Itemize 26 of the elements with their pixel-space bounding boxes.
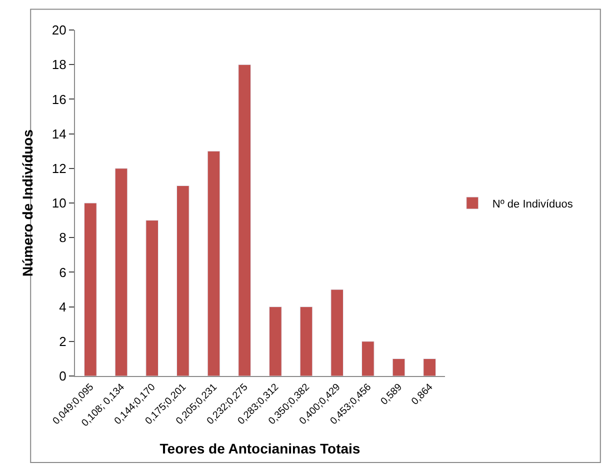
bar [146,220,158,376]
bar [238,64,251,376]
bar [207,150,220,376]
y-tick-label: 16 [52,92,66,107]
legend-label: Nº de Indivíduos [492,198,574,210]
y-tick-label: 20 [52,22,66,38]
y-tick-label: 10 [52,196,66,211]
bar [362,341,374,376]
bar [392,358,406,376]
bar [330,289,344,376]
bar [176,185,190,376]
bar [423,358,436,376]
y-tick-label: 14 [52,126,66,142]
bar [114,168,128,376]
bar [269,306,282,376]
y-tick-label: 4 [59,299,66,314]
y-tick-label: 18 [52,57,66,72]
y-tick-label: 2 [59,334,66,349]
y-axis-title: Número de Indivíduos [20,129,36,277]
y-tick-label: 6 [59,264,66,280]
bar [300,306,313,376]
y-tick-label: 0 [59,368,66,384]
y-tick-label: 12 [52,160,66,176]
y-tick-label: 8 [59,230,66,246]
x-axis-title: Teores de Antocianinas Totais [160,440,360,456]
bar [84,202,97,376]
